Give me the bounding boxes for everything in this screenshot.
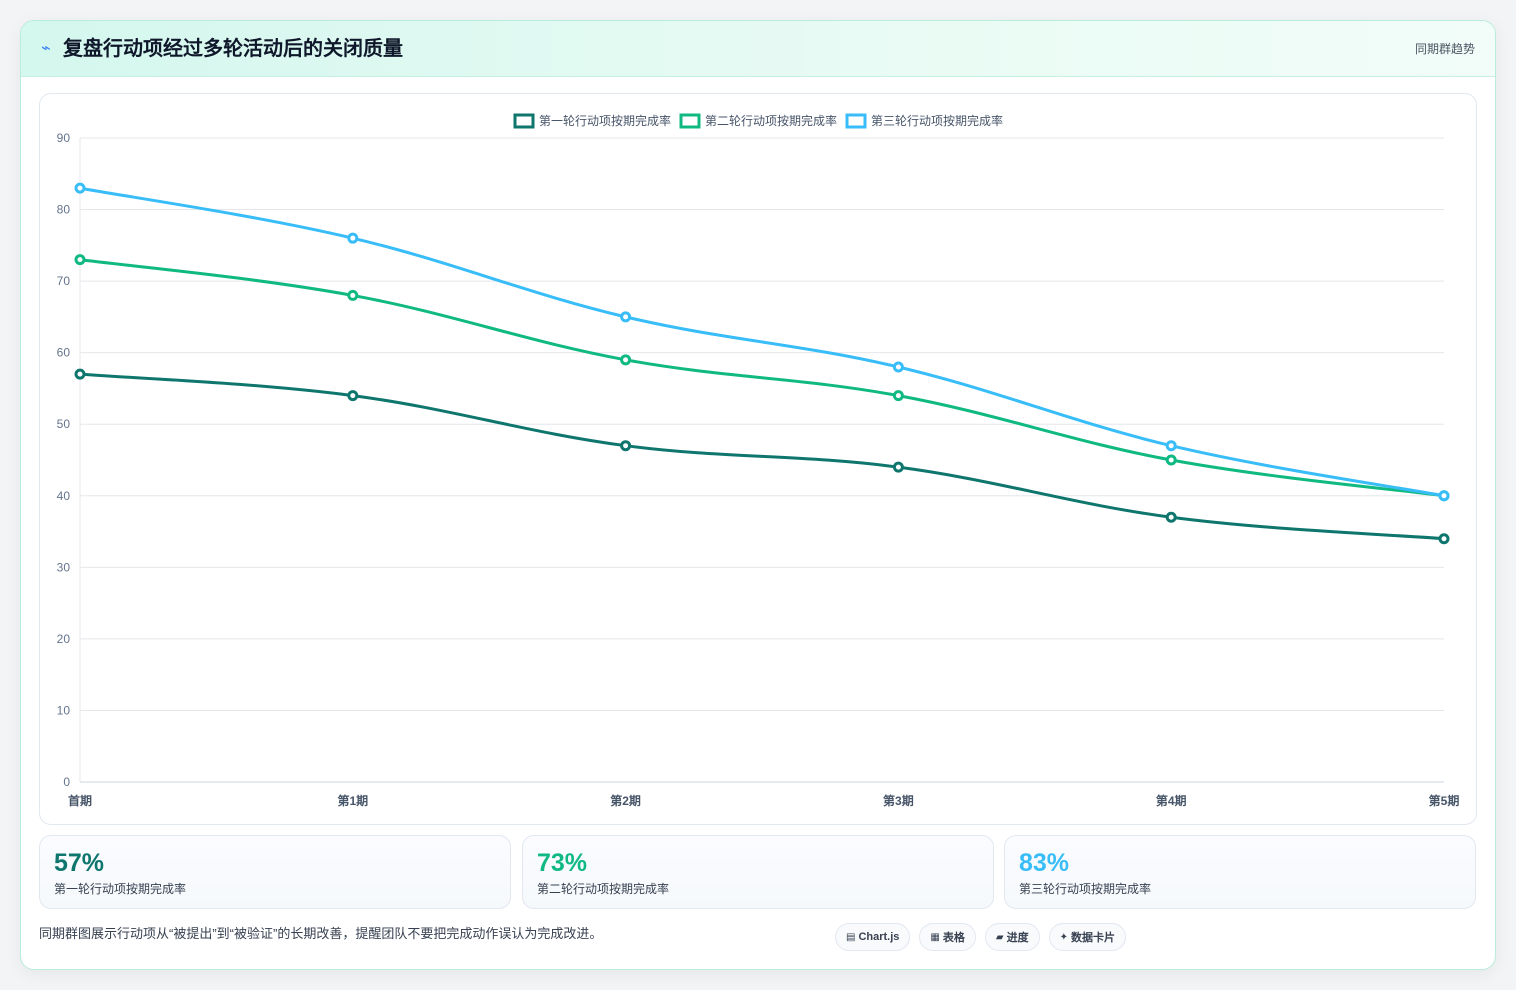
data-point [620,354,632,366]
pill-progress[interactable]: ▰ 进度 [984,923,1040,951]
pill-label: 表格 [942,932,965,944]
legend-label: 第二轮行动项按期完成率 [705,113,837,128]
x-tick-label: 第2期 [610,793,641,808]
x-tick-label: 第5期 [1429,793,1460,808]
legend-swatch [679,113,701,129]
data-point [1438,490,1450,502]
pill-data-card[interactable]: ✦ 数据卡片 [1048,923,1126,951]
data-point [347,390,359,402]
x-tick-label: 第3期 [883,793,914,808]
data-point [892,361,904,373]
series-line-1 [78,372,1446,541]
legend-swatch [845,113,867,129]
pill-label: Chart.js [858,931,900,943]
stat-label: 第一轮行动项按期完成率 [54,882,187,896]
chart-container: 0 10 20 30 40 50 60 70 80 90 首期 第1期 第2期 第3期 第4期 第5期 第一轮行… [39,93,1477,825]
series-line-2 [78,258,1446,498]
chart-card: ⌁ 复盘行动项经过多轮活动后的关闭质量 同期群趋势 0 10 20 30 40 50 60 7… [20,20,1496,970]
stat-card-round-3: 83% 第三轮行动项按期完成率 [1004,835,1476,909]
card-header: ⌁ 复盘行动项经过多轮活动后的关闭质量 同期群趋势 [21,21,1495,77]
data-point [620,311,632,323]
stat-label: 第二轮行动项按期完成率 [537,882,670,896]
data-point [347,232,359,244]
legend-label: 第三轮行动项按期完成率 [871,113,1003,128]
header-tag: 同期群趋势 [1414,42,1475,56]
y-tick-label: 60 [57,346,71,360]
spark-icon: ⌁ [41,40,51,57]
pill-table[interactable]: ▦ 表格 [919,923,976,951]
legend-swatch [513,113,535,129]
sparkle-icon: ✦ [1059,931,1068,943]
tag-pills: ▤ Chart.js ▦ 表格 ▰ 进度 ✦ 数据卡片 [835,923,1126,951]
pill-chartjs[interactable]: ▤ Chart.js [835,923,911,951]
stat-value: 73% [537,849,588,877]
data-point [347,289,359,301]
stat-value: 57% [54,849,105,877]
x-tick-label: 第1期 [337,793,368,808]
data-point [1165,454,1177,466]
y-tick-label: 10 [57,703,71,717]
data-point [892,461,904,473]
progress-icon: ▰ [995,931,1004,943]
y-tick-label: 40 [57,489,71,503]
data-point [1165,511,1177,523]
y-tick-label: 0 [63,775,70,789]
data-point [620,440,632,452]
data-point [74,254,86,266]
pill-label: 数据卡片 [1070,932,1115,944]
chart-icon: ▤ [846,931,856,943]
y-tick-label: 50 [57,417,71,431]
page-title: 复盘行动项经过多轮活动后的关闭质量 [63,38,403,60]
y-tick-label: 70 [57,274,71,288]
y-tick-label: 90 [57,131,71,145]
series-line-3 [78,186,1446,498]
y-tick-label: 80 [57,203,71,217]
data-point [1165,440,1177,452]
y-tick-label: 20 [57,632,71,646]
stat-card-round-2: 73% 第二轮行动项按期完成率 [522,835,994,909]
footnote: 同期群图展示行动项从“被提出”到“被验证”的长期改善，提醒团队不要把完成动作误认… [39,926,603,941]
stat-value: 83% [1019,849,1070,877]
line-chart: 0 10 20 30 40 50 60 70 80 90 首期 第1期 第2期 第3期 第4期 第5期 第一轮行… [57,113,1460,808]
x-tick-label: 第4期 [1156,793,1187,808]
stat-card-round-1: 57% 第一轮行动项按期完成率 [39,835,511,909]
data-point [74,368,86,380]
legend-label: 第一轮行动项按期完成率 [539,113,671,128]
data-point [74,182,86,194]
y-tick-label: 30 [57,560,71,574]
data-point [892,390,904,402]
pill-label: 进度 [1006,932,1029,944]
stat-label: 第三轮行动项按期完成率 [1019,882,1152,896]
x-tick-label: 首期 [68,793,92,808]
data-point [1438,533,1450,545]
table-icon: ▦ [930,931,940,943]
